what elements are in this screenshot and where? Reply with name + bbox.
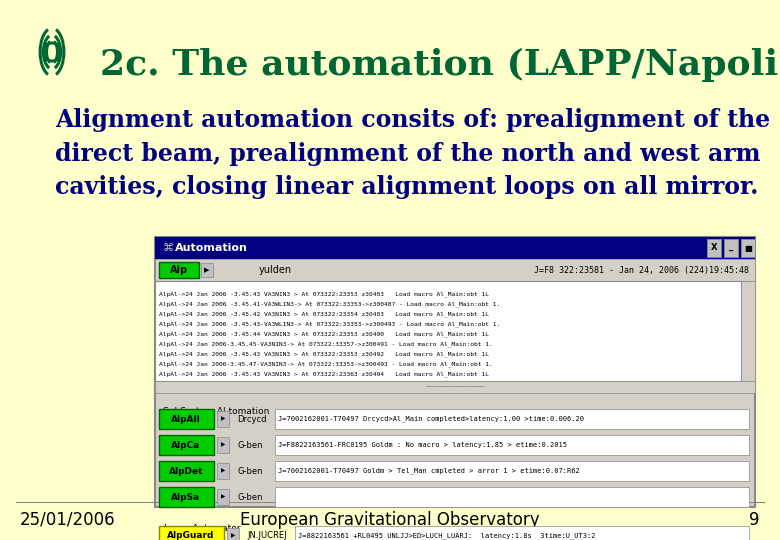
Bar (295, 526, 749, 540)
Bar (741, 239, 755, 257)
Bar (741, 281, 755, 381)
Text: ▶: ▶ (221, 416, 225, 422)
Text: 2c. The automation (LAPP/Napoli): 2c. The automation (LAPP/Napoli) (100, 48, 780, 82)
Text: yulden: yulden (258, 265, 292, 275)
Text: AlpAl->24 Jan 2006-3.45.47-VA3NIN3-> At 073322:33353->z300493 - Load macro Al_Ma: AlpAl->24 Jan 2006-3.45.47-VA3NIN3-> At … (159, 361, 493, 367)
Text: G-ben: G-ben (237, 441, 263, 449)
Text: ──────────────: ────────────── (425, 384, 484, 390)
Bar (201, 263, 213, 277)
Text: AlpAl->24 Jan 2006 -3.45.43-VA3WLIN3-> At 073322:33353->z300493 - Load macro Al_: AlpAl->24 Jan 2006 -3.45.43-VA3WLIN3-> A… (159, 321, 500, 327)
Text: X: X (711, 244, 718, 253)
Text: ▶: ▶ (221, 495, 225, 500)
Text: European Gravitational Observatory: European Gravitational Observatory (240, 511, 540, 529)
Text: Alp: Alp (170, 265, 188, 275)
Text: J=7002162001-T70497 Goldm > Tel_Man cmpleted > arror 1 > etime:0.07:R62: J=7002162001-T70497 Goldm > Tel_Man cmpl… (278, 468, 580, 474)
Text: JN.JUCREJ: JN.JUCREJ (247, 531, 286, 540)
Bar (159, 461, 214, 481)
Text: _: _ (729, 244, 733, 253)
Text: G-ben: G-ben (237, 467, 263, 476)
Bar (217, 489, 229, 505)
Text: G-ben: G-ben (237, 492, 263, 502)
Bar (159, 487, 214, 507)
Bar (227, 528, 239, 540)
Bar (217, 437, 229, 453)
Bar (724, 239, 738, 257)
Text: AlpAl->24 Jan 2006 -3.45.41-VA3WLIN3-> At 073322:33353->z300487 - Load macro Al_: AlpAl->24 Jan 2006 -3.45.41-VA3WLIN3-> A… (159, 301, 500, 307)
Text: AlpCa: AlpCa (172, 441, 200, 449)
Bar (275, 409, 749, 429)
Text: Alignment automation consits of: prealignment of the
direct beam, prealignment o: Alignment automation consits of: prealig… (55, 108, 770, 199)
Text: AlpAl->24 Jan 2006 -3.45.43 VA3NIN3 > At 073322:23353 z30403   Load macro Al_Mai: AlpAl->24 Jan 2006 -3.45.43 VA3NIN3 > At… (159, 291, 489, 296)
Bar (275, 435, 749, 455)
Bar (155, 237, 755, 259)
Text: AlpAl->24 Jan 2006 -3.45.42 VA3NIN3 > At 073322:23354 z30403   Load macro Al_Mai: AlpAl->24 Jan 2006 -3.45.42 VA3NIN3 > At… (159, 311, 489, 316)
Bar (707, 239, 721, 257)
Text: ■: ■ (744, 244, 752, 253)
Text: AlpAll: AlpAll (171, 415, 201, 423)
Bar (159, 526, 224, 540)
Text: ▶: ▶ (221, 442, 225, 448)
Text: AlpAl->24 Jan 2006 -3.45.43 VA3NIN3 > At 073322:23363 z30494   Load macro Al_Mai: AlpAl->24 Jan 2006 -3.45.43 VA3NIN3 > At… (159, 371, 489, 376)
Text: AlpAl->24 Jan 2006 -3.45.43 VA3NIN3 > At 073322:23353 z30492   Load macro Al_Mai: AlpAl->24 Jan 2006 -3.45.43 VA3NIN3 > At… (159, 351, 489, 356)
Text: ⌘: ⌘ (163, 243, 174, 253)
Bar (159, 409, 214, 429)
Text: J=7002162001-T70497 Drcycd>Al_Main completed>latency:1.00 >time:0.006.20: J=7002162001-T70497 Drcycd>Al_Main compl… (278, 416, 584, 422)
Bar (155, 259, 755, 281)
Bar (275, 487, 749, 507)
Bar (275, 461, 749, 481)
Bar (159, 435, 214, 455)
Text: ▶: ▶ (204, 267, 210, 273)
Text: 25/01/2006: 25/01/2006 (20, 511, 115, 529)
Bar (155, 237, 755, 507)
Text: AlpAl->24 Jan 2006-3.45.45-VA3NIN3-> At 073322:33357->z300491 - Load macro Al_Ma: AlpAl->24 Jan 2006-3.45.45-VA3NIN3-> At … (159, 341, 493, 347)
Text: AlpSa: AlpSa (172, 492, 200, 502)
Text: 9: 9 (750, 511, 760, 529)
Text: Jerora Automator: Jerora Automator (163, 524, 240, 533)
Bar (155, 381, 755, 393)
Text: SubSystem Al tomation: SubSystem Al tomation (163, 407, 269, 416)
Text: AlpDet: AlpDet (168, 467, 204, 476)
Text: ▶: ▶ (231, 534, 235, 538)
Bar (159, 262, 199, 278)
Text: J=8822163561 +RL0495 UNLJJ>ED>LUCH_LUARJ:  latency:1.8s  3time:U_UT3:2: J=8822163561 +RL0495 UNLJJ>ED>LUCH_LUARJ… (298, 532, 595, 539)
Text: AlpAl->24 Jan 2006 -3.45.44 VA3NIN3 > At 073322:23353 z30490   Load macro Al_Mai: AlpAl->24 Jan 2006 -3.45.44 VA3NIN3 > At… (159, 331, 489, 336)
Text: J=F8822163561-FRC0195 Goldm : No macro > latency:1.85 > etime:0.2015: J=F8822163561-FRC0195 Goldm : No macro >… (278, 442, 567, 448)
Bar (155, 281, 741, 381)
Text: J=F8 322:23581 - Jan 24, 2006 (224)19:45:48: J=F8 322:23581 - Jan 24, 2006 (224)19:45… (534, 266, 749, 274)
Text: Automation: Automation (175, 243, 248, 253)
Text: ▶: ▶ (221, 469, 225, 474)
Bar (217, 411, 229, 427)
Text: AlpGuard: AlpGuard (168, 531, 214, 540)
Bar (217, 463, 229, 479)
Text: Drcycd: Drcycd (237, 415, 267, 423)
